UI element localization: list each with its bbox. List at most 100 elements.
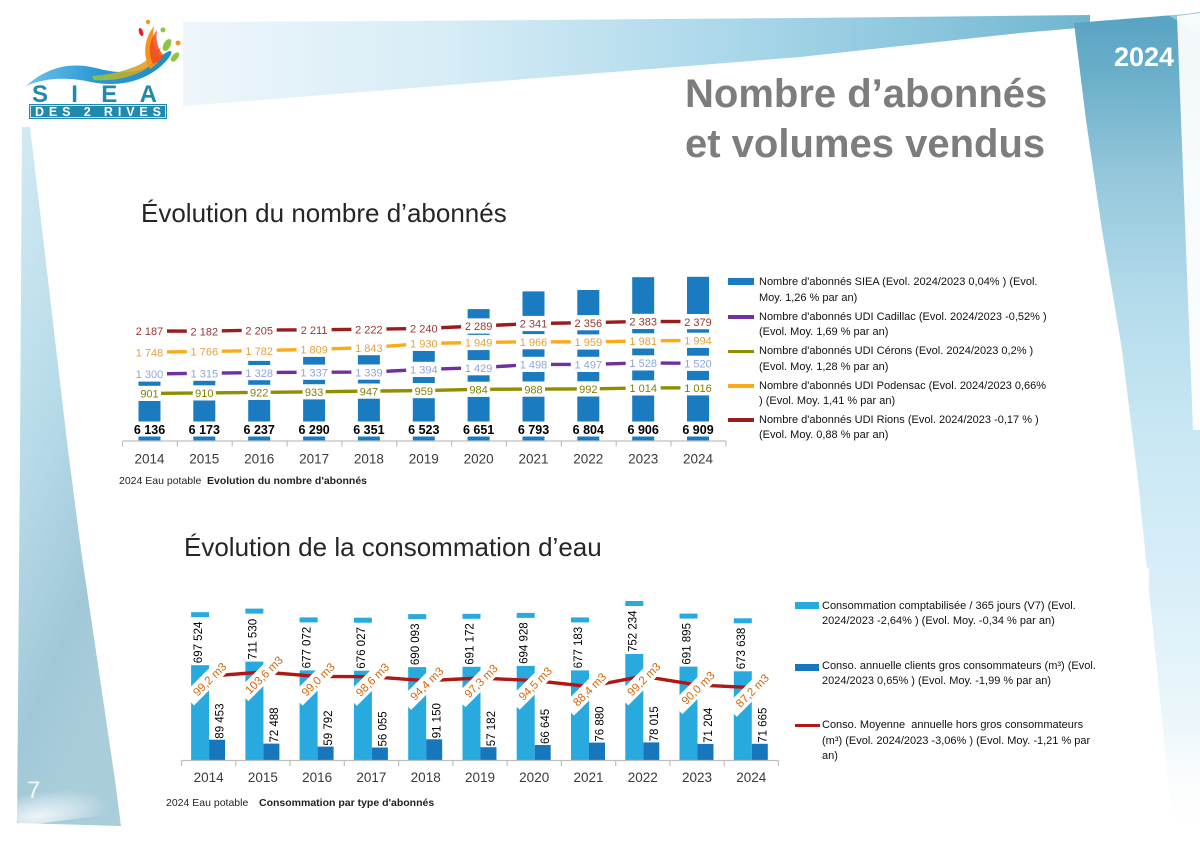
- svg-text:78 015: 78 015: [649, 706, 661, 741]
- svg-text:1 994: 1 994: [684, 336, 712, 348]
- svg-text:1 429: 1 429: [465, 363, 493, 375]
- svg-text:2 379: 2 379: [684, 317, 712, 329]
- svg-text:2 289: 2 289: [465, 321, 493, 333]
- svg-text:1 949: 1 949: [465, 338, 493, 350]
- svg-text:2 222: 2 222: [355, 324, 383, 336]
- svg-text:984: 984: [469, 385, 487, 397]
- svg-text:2014: 2014: [134, 452, 165, 467]
- svg-text:71 665: 71 665: [757, 708, 769, 743]
- svg-text:1 339: 1 339: [355, 367, 383, 379]
- svg-text:66 645: 66 645: [540, 709, 552, 744]
- svg-text:2022: 2022: [573, 452, 603, 467]
- svg-text:1 748: 1 748: [136, 347, 164, 359]
- svg-text:2015: 2015: [189, 452, 219, 467]
- svg-text:6 351: 6 351: [353, 423, 384, 437]
- svg-text:992: 992: [579, 384, 597, 396]
- svg-text:1 315: 1 315: [191, 368, 219, 380]
- svg-text:1 809: 1 809: [300, 345, 328, 357]
- svg-text:988: 988: [524, 384, 542, 396]
- svg-text:2016: 2016: [244, 452, 274, 467]
- svg-text:6 793: 6 793: [518, 423, 549, 437]
- svg-text:677 072: 677 072: [302, 627, 314, 669]
- svg-text:91 150: 91 150: [432, 703, 444, 738]
- svg-text:1 300: 1 300: [136, 369, 164, 381]
- svg-text:2 341: 2 341: [520, 319, 548, 331]
- svg-text:59 792: 59 792: [323, 710, 335, 745]
- svg-text:56 055: 56 055: [377, 711, 389, 746]
- svg-text:1 981: 1 981: [629, 336, 657, 348]
- svg-text:2 182: 2 182: [191, 326, 219, 338]
- svg-text:752 234: 752 234: [627, 610, 639, 652]
- svg-text:2 240: 2 240: [410, 324, 438, 336]
- svg-text:1 959: 1 959: [575, 337, 603, 349]
- svg-text:673 638: 673 638: [736, 628, 748, 670]
- svg-text:76 880: 76 880: [595, 706, 607, 741]
- svg-text:2021: 2021: [573, 770, 603, 785]
- svg-text:1 016: 1 016: [684, 383, 712, 395]
- svg-text:2024: 2024: [736, 770, 767, 785]
- svg-text:676 027: 676 027: [356, 627, 368, 669]
- svg-text:1 337: 1 337: [300, 367, 328, 379]
- svg-text:2 187: 2 187: [136, 326, 164, 338]
- svg-text:2019: 2019: [409, 452, 439, 467]
- svg-text:694 928: 694 928: [519, 622, 531, 664]
- svg-text:2014: 2014: [194, 770, 225, 785]
- svg-text:2017: 2017: [356, 770, 386, 785]
- svg-text:1 930: 1 930: [410, 339, 438, 351]
- svg-text:6 237: 6 237: [244, 423, 275, 437]
- svg-text:2020: 2020: [464, 452, 494, 467]
- svg-text:6 173: 6 173: [189, 423, 220, 437]
- svg-text:2015: 2015: [248, 770, 278, 785]
- svg-text:1 328: 1 328: [245, 368, 273, 380]
- svg-text:2019: 2019: [465, 770, 495, 785]
- svg-text:2020: 2020: [519, 770, 549, 785]
- svg-text:6 136: 6 136: [134, 423, 165, 437]
- svg-text:910: 910: [195, 388, 213, 400]
- svg-text:1 966: 1 966: [520, 337, 548, 349]
- svg-text:71 204: 71 204: [703, 707, 715, 743]
- svg-text:677 183: 677 183: [573, 627, 585, 669]
- svg-text:2024: 2024: [683, 452, 714, 467]
- svg-text:901: 901: [140, 389, 158, 401]
- svg-text:2023: 2023: [628, 452, 658, 467]
- svg-text:2 211: 2 211: [301, 325, 328, 337]
- svg-text:2023: 2023: [682, 770, 712, 785]
- svg-text:690 093: 690 093: [410, 624, 422, 666]
- svg-text:711 530: 711 530: [247, 619, 259, 660]
- svg-text:2018: 2018: [411, 770, 441, 785]
- svg-text:1 782: 1 782: [245, 346, 273, 358]
- svg-text:947: 947: [360, 386, 378, 398]
- svg-text:6 909: 6 909: [682, 423, 713, 437]
- svg-text:2018: 2018: [354, 452, 384, 467]
- svg-text:89 453: 89 453: [215, 704, 227, 739]
- svg-text:691 172: 691 172: [465, 623, 477, 665]
- svg-text:691 895: 691 895: [682, 623, 694, 665]
- svg-text:6 523: 6 523: [408, 423, 439, 437]
- svg-text:1 766: 1 766: [191, 347, 219, 359]
- svg-text:697 524: 697 524: [193, 621, 205, 663]
- svg-text:57 182: 57 182: [486, 711, 498, 746]
- svg-text:1 014: 1 014: [629, 383, 657, 395]
- svg-text:2 356: 2 356: [575, 318, 603, 330]
- svg-text:922: 922: [250, 388, 268, 400]
- svg-text:1 497: 1 497: [575, 360, 603, 372]
- svg-text:2 383: 2 383: [629, 317, 657, 329]
- svg-text:6 804: 6 804: [573, 423, 604, 437]
- svg-text:1 498: 1 498: [520, 360, 548, 372]
- svg-text:1 843: 1 843: [355, 343, 383, 355]
- svg-text:6 290: 6 290: [298, 423, 329, 437]
- svg-text:2016: 2016: [302, 770, 332, 785]
- svg-text:2021: 2021: [518, 452, 548, 467]
- svg-text:933: 933: [305, 387, 323, 399]
- svg-text:6 906: 6 906: [628, 423, 659, 437]
- svg-text:72 488: 72 488: [269, 707, 281, 742]
- svg-text:DES 2 RIVES: DES 2 RIVES: [35, 105, 161, 119]
- svg-text:1 528: 1 528: [629, 358, 657, 370]
- svg-text:959: 959: [415, 386, 433, 398]
- svg-text:2017: 2017: [299, 452, 329, 467]
- svg-text:2022: 2022: [628, 770, 658, 785]
- svg-text:2 205: 2 205: [245, 325, 273, 337]
- svg-text:6 651: 6 651: [463, 423, 494, 437]
- svg-text:1 394: 1 394: [410, 365, 438, 377]
- svg-text:1 520: 1 520: [684, 359, 712, 371]
